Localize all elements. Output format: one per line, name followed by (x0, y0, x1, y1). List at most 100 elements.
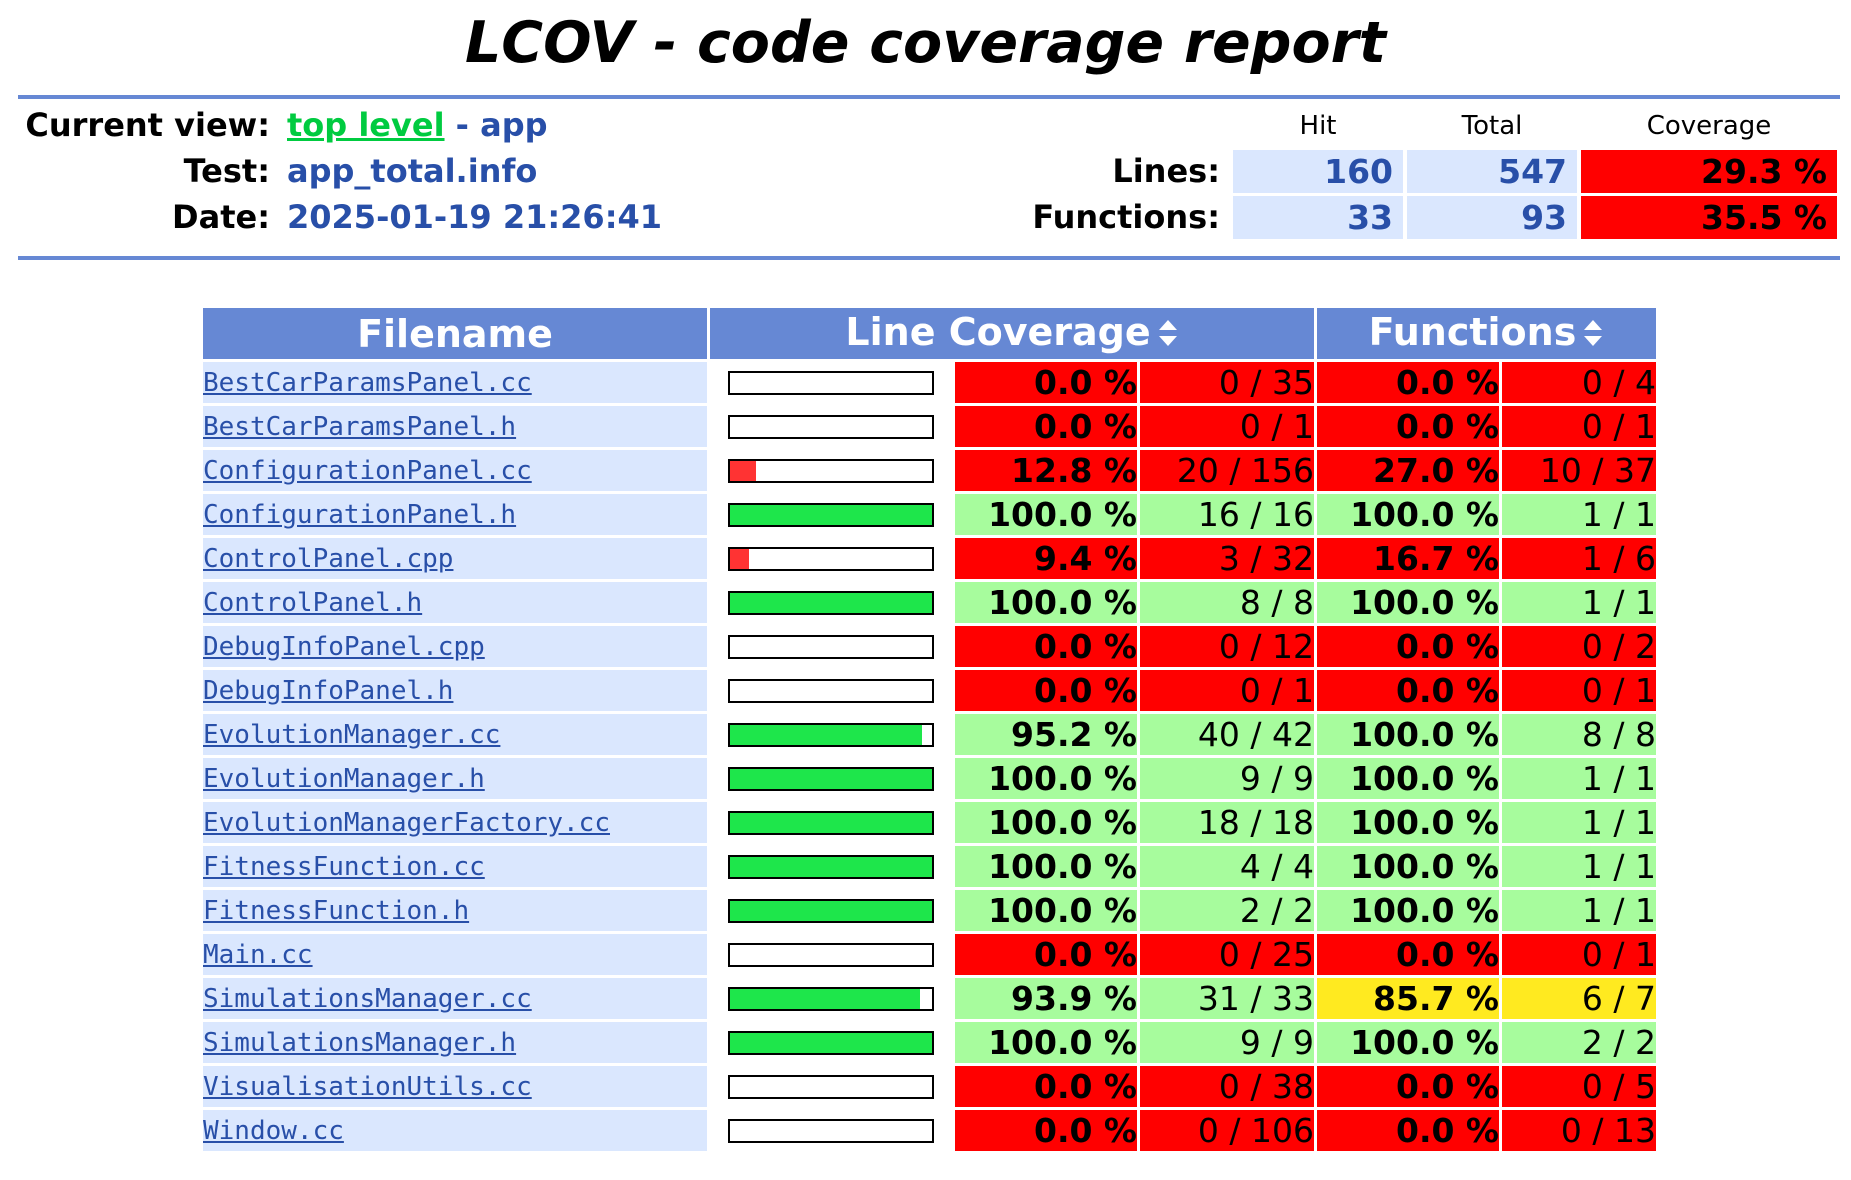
line-coverage-percent: 9.4 % (955, 538, 1137, 579)
line-coverage-percent: 100.0 % (955, 494, 1137, 535)
summary-lines-label: Lines: (1112, 152, 1220, 190)
table-row: ControlPanel.h 100.0 % 8 / 8 100.0 % 1 / 1 (203, 582, 1656, 623)
file-link[interactable]: ControlPanel.h (203, 587, 423, 618)
filename-cell: Window.cc (203, 1110, 707, 1151)
filename-header: Filename (203, 308, 707, 359)
current-view-label: Current view: (25, 106, 270, 144)
file-link[interactable]: VisualisationUtils.cc (203, 1071, 532, 1102)
table-row: ConfigurationPanel.cc 12.8 % 20 / 156 27.0 … (203, 450, 1656, 491)
file-link[interactable]: Window.cc (203, 1115, 344, 1146)
line-coverage-count: 40 / 42 (1140, 714, 1314, 755)
coverage-bar (728, 414, 934, 439)
test-label: Test: (183, 152, 270, 190)
table-row: Window.cc 0.0 % 0 / 106 0.0 % 0 / 13 (203, 1110, 1656, 1151)
filename-cell: SimulationsManager.cc (203, 978, 707, 1019)
function-coverage-count: 1 / 1 (1502, 758, 1656, 799)
file-link[interactable]: DebugInfoPanel.cpp (203, 631, 485, 662)
filename-cell: DebugInfoPanel.cpp (203, 626, 707, 667)
top-level-link[interactable]: top level (287, 106, 445, 144)
line-coverage-percent: 100.0 % (955, 582, 1137, 623)
coverage-bar-fill (730, 900, 932, 921)
file-link[interactable]: Main.cc (203, 939, 313, 970)
function-coverage-percent: 100.0 % (1317, 1022, 1499, 1063)
function-coverage-percent: 100.0 % (1317, 714, 1499, 755)
table-row: BestCarParamsPanel.h 0.0 % 0 / 1 0.0 % 0 / 1 (203, 406, 1656, 447)
summary-functions-total: 93 (1407, 196, 1577, 239)
date-value: 2025-01-19 21:26:41 (287, 198, 663, 236)
line-coverage-percent: 0.0 % (955, 934, 1137, 975)
file-link[interactable]: EvolutionManager.cc (203, 719, 501, 750)
filename-cell: EvolutionManagerFactory.cc (203, 802, 707, 843)
table-row: FitnessFunction.h 100.0 % 2 / 2 100.0 % 1 / … (203, 890, 1656, 931)
coverage-bar-cell (710, 362, 952, 403)
line-coverage-count: 31 / 33 (1140, 978, 1314, 1019)
line-coverage-count: 0 / 1 (1140, 670, 1314, 711)
line-coverage-percent: 100.0 % (955, 758, 1137, 799)
coverage-bar-cell (710, 890, 952, 931)
table-row: EvolutionManager.cc 95.2 % 40 / 42 100.0 % 8… (203, 714, 1656, 755)
coverage-bar (728, 722, 934, 747)
table-row: BestCarParamsPanel.cc 0.0 % 0 / 35 0.0 % 0 /… (203, 362, 1656, 403)
file-link[interactable]: FitnessFunction.cc (203, 851, 485, 882)
line-coverage-header-label: Line Coverage (845, 310, 1151, 355)
coverage-bar (728, 898, 934, 923)
sort-updown-icon[interactable] (1582, 313, 1604, 357)
line-coverage-percent: 0.0 % (955, 1066, 1137, 1107)
coverage-bar-fill (730, 768, 932, 789)
file-link[interactable]: BestCarParamsPanel.h (203, 411, 517, 442)
filename-cell: FitnessFunction.h (203, 890, 707, 931)
summary-total-header: Total (1461, 111, 1523, 141)
filename-cell: ControlPanel.cpp (203, 538, 707, 579)
function-coverage-count: 0 / 4 (1502, 362, 1656, 403)
summary-lines-coverage: 29.3 % (1581, 150, 1837, 193)
function-coverage-percent: 100.0 % (1317, 494, 1499, 535)
table-row: ConfigurationPanel.h 100.0 % 16 / 16 100.0 … (203, 494, 1656, 535)
coverage-bar-cell (710, 406, 952, 447)
file-link[interactable]: SimulationsManager.cc (203, 983, 532, 1014)
function-coverage-percent: 100.0 % (1317, 802, 1499, 843)
file-link[interactable]: ConfigurationPanel.h (203, 499, 517, 530)
file-link[interactable]: BestCarParamsPanel.cc (203, 367, 532, 398)
coverage-bar-cell (710, 1066, 952, 1107)
line-coverage-percent: 0.0 % (955, 1110, 1137, 1151)
function-coverage-count: 6 / 7 (1502, 978, 1656, 1019)
file-link[interactable]: ControlPanel.cpp (203, 543, 454, 574)
functions-header-label: Functions (1368, 310, 1577, 355)
line-coverage-header[interactable]: Line Coverage (710, 308, 1314, 359)
coverage-bar-cell (710, 758, 952, 799)
sort-updown-icon[interactable] (1157, 313, 1179, 357)
functions-header[interactable]: Functions (1317, 308, 1656, 359)
coverage-bar-fill (730, 1032, 932, 1053)
line-coverage-percent: 100.0 % (955, 802, 1137, 843)
coverage-bar-cell (710, 1110, 952, 1151)
function-coverage-percent: 0.0 % (1317, 934, 1499, 975)
table-row: SimulationsManager.cc 93.9 % 31 / 33 85.7 %… (203, 978, 1656, 1019)
function-coverage-count: 0 / 1 (1502, 406, 1656, 447)
function-coverage-count: 2 / 2 (1502, 1022, 1656, 1063)
summary-lines-total: 547 (1407, 150, 1577, 193)
filename-cell: ConfigurationPanel.cc (203, 450, 707, 491)
line-coverage-count: 20 / 156 (1140, 450, 1314, 491)
file-link[interactable]: DebugInfoPanel.h (203, 675, 454, 706)
function-coverage-percent: 100.0 % (1317, 758, 1499, 799)
coverage-bar (728, 986, 934, 1011)
coverage-bar (728, 766, 934, 791)
file-link[interactable]: FitnessFunction.h (203, 895, 470, 926)
line-coverage-count: 18 / 18 (1140, 802, 1314, 843)
page-title: LCOV - code coverage report (464, 10, 1387, 76)
table-row: DebugInfoPanel.h 0.0 % 0 / 1 0.0 % 0 / 1 (203, 670, 1656, 711)
line-coverage-count: 0 / 12 (1140, 626, 1314, 667)
filename-cell: BestCarParamsPanel.h (203, 406, 707, 447)
function-coverage-percent: 85.7 % (1317, 978, 1499, 1019)
file-link[interactable]: EvolutionManager.h (203, 763, 485, 794)
file-link[interactable]: ConfigurationPanel.cc (203, 455, 532, 486)
file-link[interactable]: EvolutionManagerFactory.cc (203, 807, 610, 838)
summary-functions-hit: 33 (1233, 196, 1403, 239)
file-link[interactable]: SimulationsManager.h (203, 1027, 517, 1058)
line-coverage-percent: 100.0 % (955, 890, 1137, 931)
coverage-bar-fill (730, 988, 920, 1009)
coverage-bar (728, 1074, 934, 1099)
table-body: BestCarParamsPanel.cc 0.0 % 0 / 35 0.0 % 0 /… (203, 362, 1656, 1151)
coverage-bar (728, 458, 934, 483)
table-row: ControlPanel.cpp 9.4 % 3 / 32 16.7 % 1 / 6 (203, 538, 1656, 579)
